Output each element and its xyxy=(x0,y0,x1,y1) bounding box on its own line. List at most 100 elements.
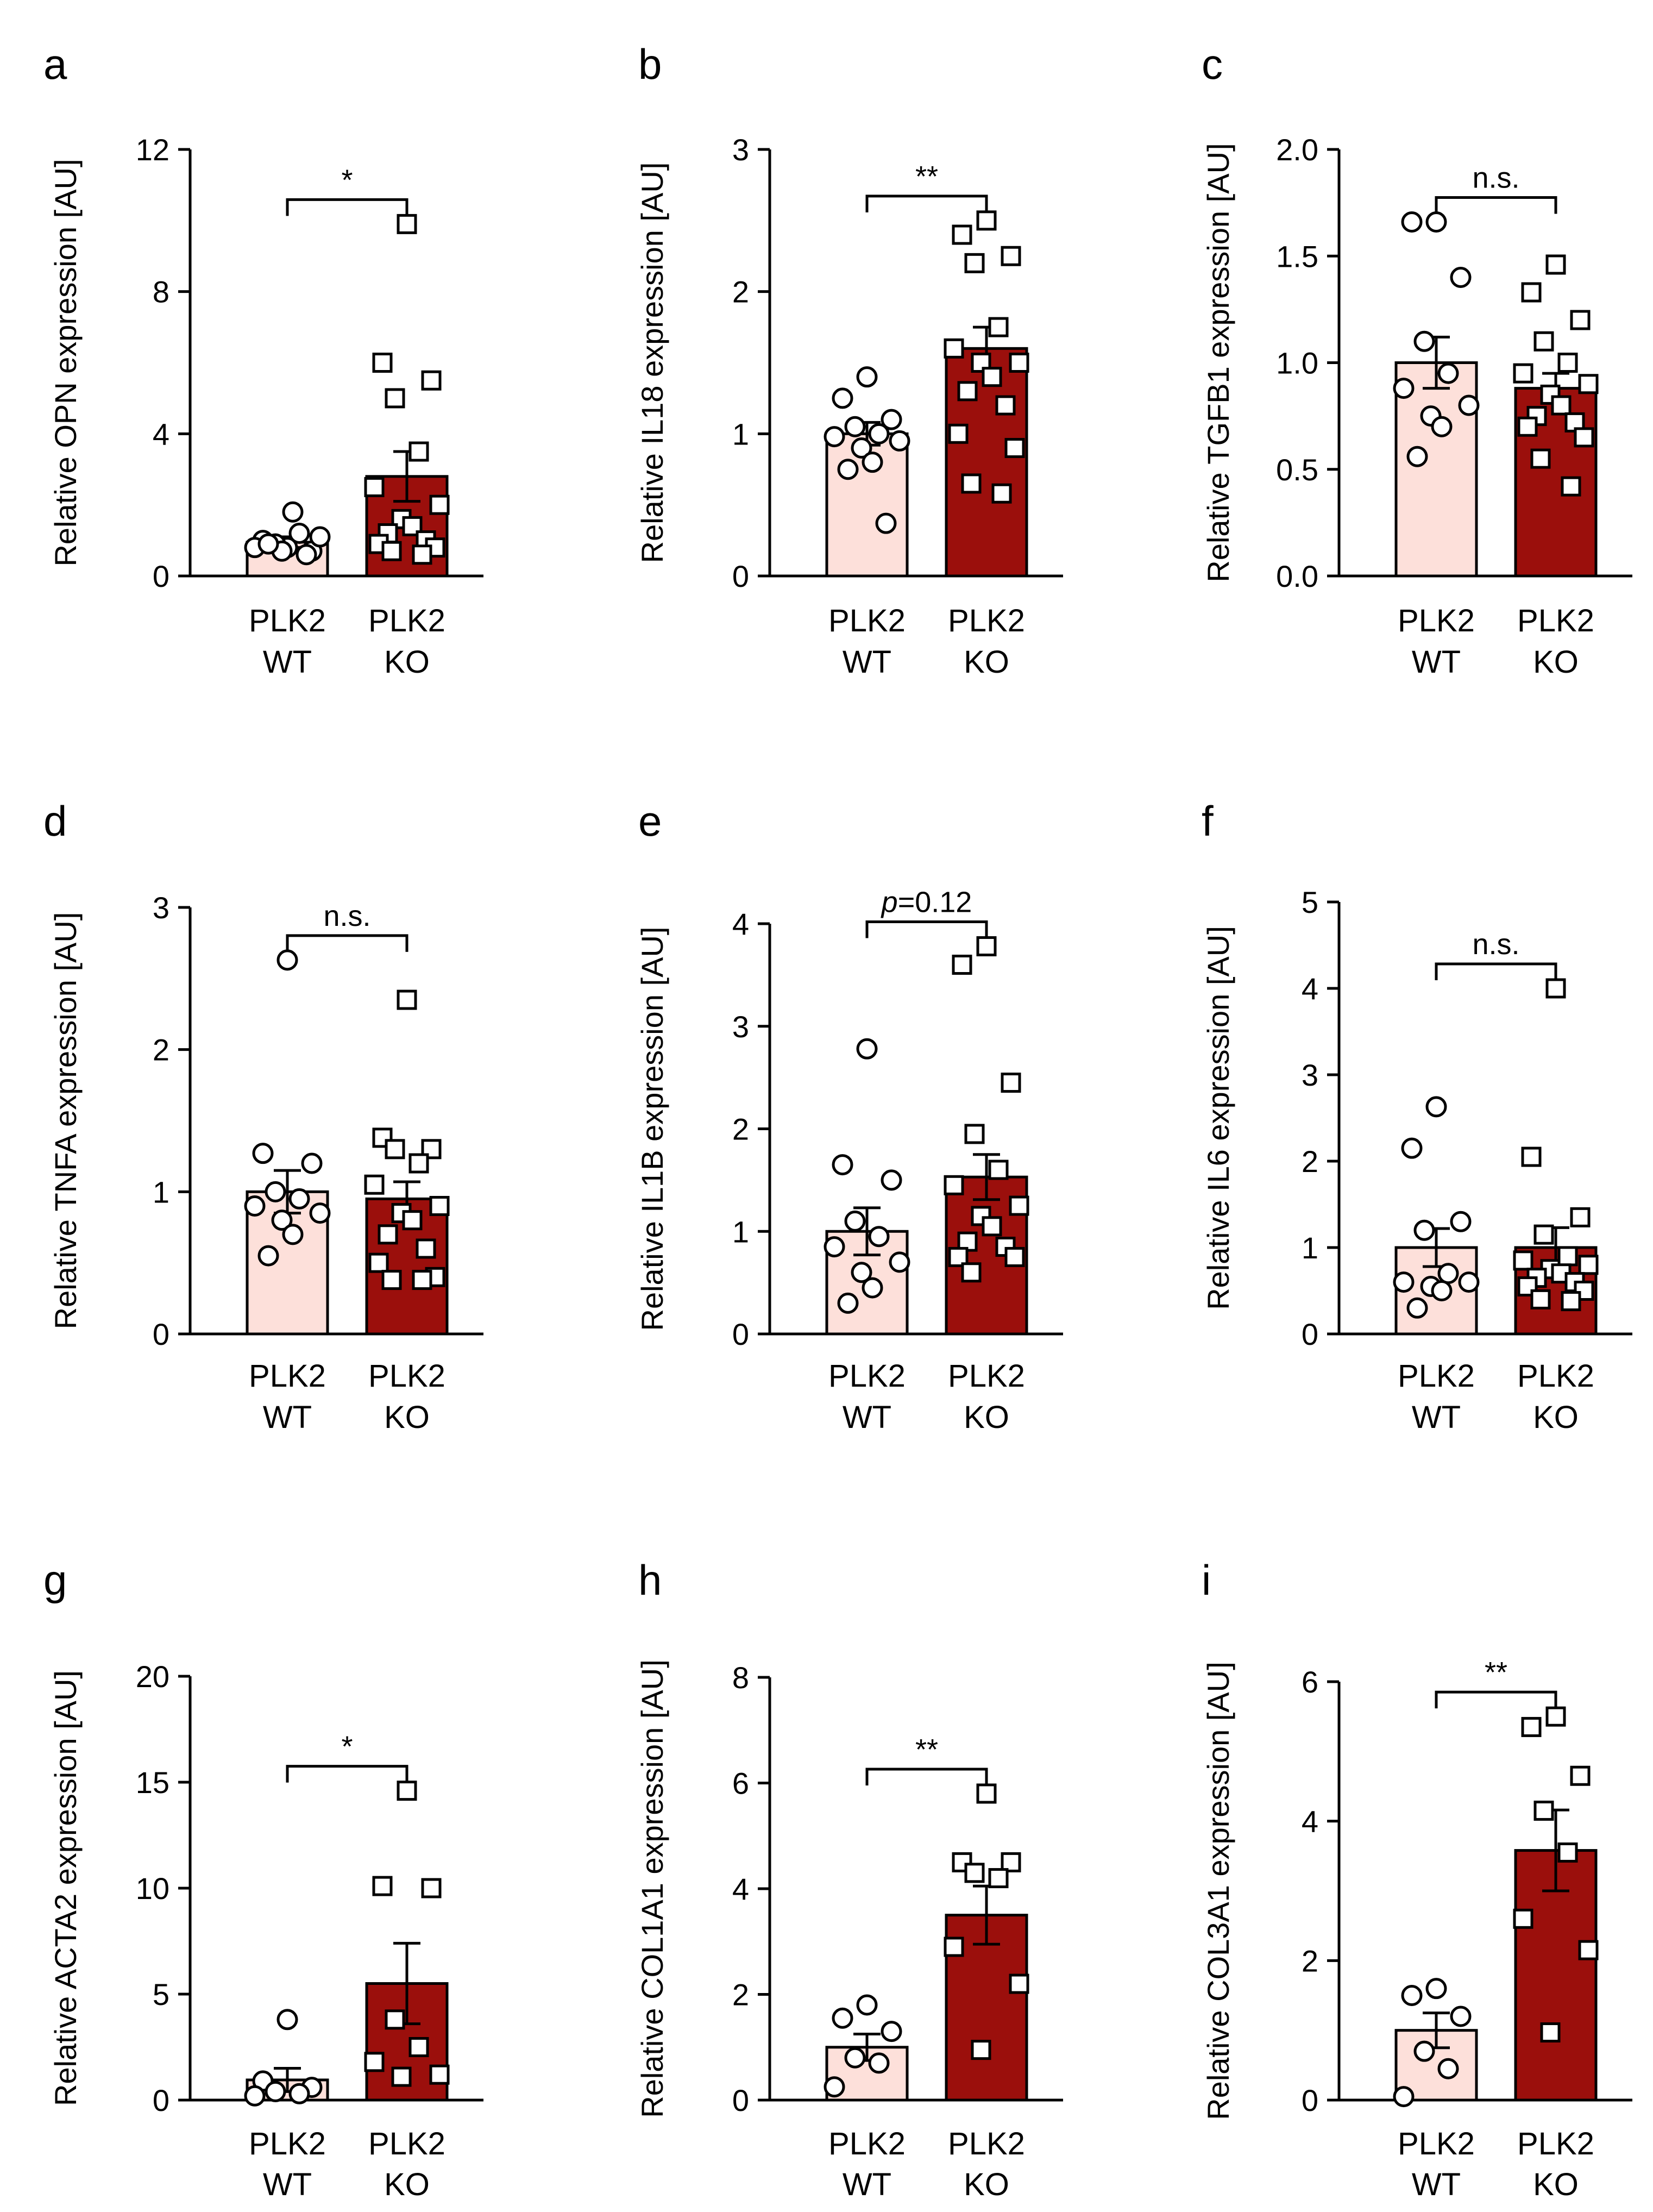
y-tick-label: 5 xyxy=(1302,885,1318,919)
data-point xyxy=(402,1210,423,1231)
data-point xyxy=(957,381,978,402)
data-point xyxy=(961,473,982,494)
data-point xyxy=(824,1236,845,1258)
panel-h: h Relative COL1A1 expression [AU] 0 2 4 6 8 PLK… xyxy=(635,1556,1063,2202)
data-point xyxy=(301,1152,323,1174)
data-point xyxy=(364,1174,385,1195)
data-point xyxy=(276,2009,298,2031)
panel-d: d Relative TNFA expression [AU] 0 1 2 3 PLK2 WT… xyxy=(43,797,483,1435)
data-point xyxy=(832,1154,853,1176)
data-point xyxy=(1533,1224,1554,1245)
significance-label: ** xyxy=(915,160,938,193)
data-point xyxy=(1450,1211,1472,1232)
y-tick-label: 2 xyxy=(732,1978,749,2012)
data-point xyxy=(309,526,331,548)
y-tick-label: 6 xyxy=(732,1766,749,1801)
data-point xyxy=(1570,1207,1591,1227)
data-point xyxy=(244,1195,266,1217)
significance-bracket xyxy=(1435,962,1557,980)
data-point xyxy=(1413,330,1435,352)
data-point xyxy=(881,409,902,430)
data-point xyxy=(412,544,432,565)
data-point xyxy=(837,459,859,480)
data-point xyxy=(1004,1246,1025,1267)
data-point xyxy=(408,2037,429,2057)
data-point xyxy=(429,1196,450,1216)
data-point xyxy=(296,544,317,566)
x-tick-label: PLK2 xyxy=(1517,2126,1594,2161)
data-point xyxy=(1437,362,1459,384)
y-axis-label: Relative OPN expression [AU] xyxy=(48,159,83,566)
x-tick-label: PLK2 xyxy=(1517,603,1594,638)
significance-label: n.s. xyxy=(1472,928,1519,961)
data-point xyxy=(1004,438,1025,458)
data-point xyxy=(881,1169,902,1191)
data-point xyxy=(372,353,393,373)
data-point xyxy=(385,388,405,409)
panel-b: b Relative IL18 expression [AU] 0 1 2 3 PLK2 WT… xyxy=(635,40,1063,680)
data-point xyxy=(385,1139,405,1160)
data-point xyxy=(976,210,997,231)
data-point xyxy=(944,338,964,359)
data-point xyxy=(1557,1246,1578,1267)
data-point xyxy=(372,1876,393,1896)
data-point xyxy=(1551,395,1572,416)
data-point xyxy=(837,1292,859,1314)
y-axis-label: Relative IL18 expression [AU] xyxy=(635,162,669,563)
data-point xyxy=(964,1863,985,1883)
data-point xyxy=(1533,331,1554,352)
x-tick-label: KO xyxy=(964,1400,1009,1435)
x-tick-label: PLK2 xyxy=(828,1358,906,1394)
y-tick-label: 2 xyxy=(1302,1944,1318,1978)
y-tick-label: 10 xyxy=(136,1871,169,1906)
data-point xyxy=(1437,1263,1459,1284)
panel-letter: i xyxy=(1202,1556,1211,1604)
panel-letter: a xyxy=(43,40,67,88)
panel-letter: e xyxy=(638,797,662,845)
data-point xyxy=(844,1210,866,1232)
data-point xyxy=(1545,254,1566,275)
y-tick-label: 2 xyxy=(732,275,749,309)
panel-letter: f xyxy=(1202,797,1214,845)
data-point xyxy=(1001,1073,1021,1093)
data-point xyxy=(265,1181,286,1202)
x-tick-label: PLK2 xyxy=(249,2126,326,2161)
x-tick-label: KO xyxy=(384,1400,430,1435)
x-tick-label: KO xyxy=(1533,644,1579,680)
panel-letter: d xyxy=(43,797,67,845)
data-point xyxy=(1513,1908,1533,1929)
panel-c: c Relative TGFB1 expression [AU] 0.0 0.5 1.0… xyxy=(1201,40,1632,680)
significance-bracket xyxy=(286,934,408,952)
x-tick-label: PLK2 xyxy=(368,2126,445,2161)
data-point xyxy=(982,367,1002,387)
y-tick-label: 0 xyxy=(153,1317,169,1351)
y-tick-label: 4 xyxy=(1302,1804,1318,1839)
data-point xyxy=(1406,1297,1428,1319)
x-tick-label: PLK2 xyxy=(1398,603,1475,638)
significance-bracket xyxy=(286,198,408,216)
y-tick-label: 2 xyxy=(153,1033,169,1067)
significance-label: n.s. xyxy=(1472,161,1519,194)
data-point xyxy=(1574,427,1594,448)
data-point xyxy=(1513,363,1533,384)
x-tick-label: WT xyxy=(263,1400,312,1435)
data-point xyxy=(1425,1096,1447,1118)
data-point xyxy=(856,1038,878,1060)
data-point xyxy=(976,1783,997,1804)
x-tick-label: WT xyxy=(843,2167,891,2202)
data-point xyxy=(429,494,450,515)
data-point xyxy=(961,1262,982,1283)
data-point xyxy=(408,441,429,462)
data-point xyxy=(944,1175,964,1195)
data-point xyxy=(288,523,310,544)
data-point xyxy=(385,2009,405,2030)
data-point xyxy=(948,423,969,444)
data-point xyxy=(832,2007,853,2029)
y-tick-label: 4 xyxy=(732,907,749,941)
panel-e: e Relative IL1B expression [AU] 0 1 2 3 4 PLK2 W… xyxy=(635,797,1063,1435)
data-point xyxy=(1521,282,1542,303)
y-tick-label: 0 xyxy=(153,2083,169,2117)
x-tick-label: PLK2 xyxy=(948,603,1025,638)
data-point xyxy=(988,1160,1009,1180)
